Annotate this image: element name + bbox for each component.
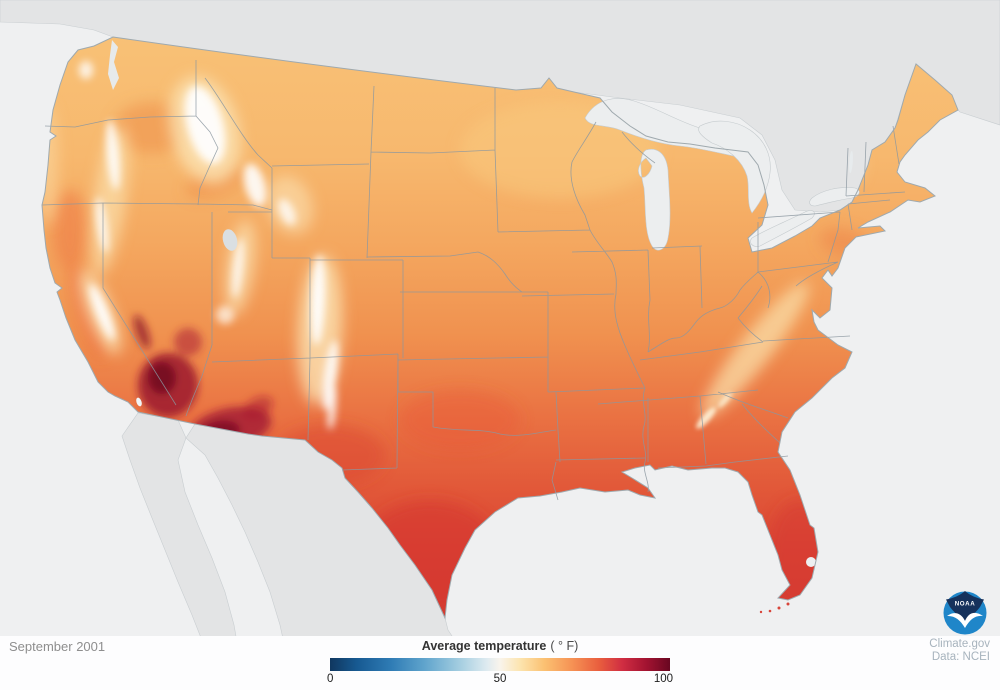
date-label: September 2001 <box>9 639 106 654</box>
lake-ontario <box>809 187 860 207</box>
legend-title-row: Average temperature( ° F) <box>0 639 1000 653</box>
attribution-dataset: Data: NCEI <box>931 650 990 663</box>
us-temperature-map <box>0 0 1000 636</box>
lake-champlain <box>849 151 853 173</box>
colorbar-tick-min: 0 <box>327 673 334 685</box>
lake-huron <box>698 120 771 214</box>
temperature-colorbar <box>330 658 670 671</box>
state-borders <box>41 60 906 501</box>
lake-michigan <box>638 148 671 251</box>
noaa-logo-text: NOAA <box>955 601 976 608</box>
temperature-legend: Average temperature( ° F) 0 50 100 <box>0 636 1000 690</box>
lake-erie <box>750 210 815 247</box>
salton-sea <box>136 397 142 407</box>
florida-keys <box>759 602 790 614</box>
puget-sound <box>108 40 119 90</box>
great-salt-lake <box>222 229 238 251</box>
attribution: Climate.gov Data: NCEI <box>929 638 990 663</box>
attribution-source: Climate.gov <box>929 638 990 650</box>
great-lakes <box>584 98 860 251</box>
colorbar-tick-mid: 50 <box>493 673 507 685</box>
noaa-logo: NOAA <box>943 591 987 635</box>
baja-california-landmass <box>121 412 237 636</box>
legend-unit: ( ° F) <box>550 639 579 653</box>
colorbar-tick-max: 100 <box>653 673 673 685</box>
lake-okeechobee <box>806 557 816 567</box>
legend-title: Average temperature <box>421 639 547 653</box>
footer-bar: September 2001 Average temperature( ° F)… <box>0 636 1000 690</box>
